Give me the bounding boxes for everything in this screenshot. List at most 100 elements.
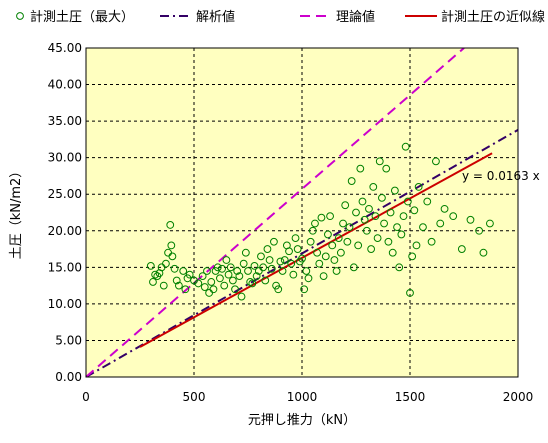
data-point: [432, 157, 440, 166]
data-point: [198, 272, 207, 281]
data-point: [220, 281, 229, 290]
data-point: [239, 259, 248, 268]
data-point: [388, 248, 397, 257]
grid: [86, 48, 518, 377]
x-tick-label: 0: [82, 390, 90, 404]
data-point: [218, 264, 226, 273]
data-point: [170, 264, 179, 273]
trendline-equation: y = 0.0163 x: [462, 169, 540, 183]
data-point: [423, 197, 432, 206]
legend-label: 理論値: [336, 9, 375, 25]
data-point: [406, 289, 414, 297]
data-point: [358, 197, 367, 206]
data-point: [399, 212, 408, 221]
data-point: [365, 204, 373, 213]
data-point: [291, 234, 300, 242]
data-point: [386, 208, 395, 217]
data-point: [172, 276, 181, 285]
data-point: [257, 252, 265, 261]
y-tick-label: 0.00: [55, 370, 82, 384]
data-point: [352, 208, 360, 217]
x-tick-label: 500: [183, 390, 206, 404]
data-point: [324, 230, 332, 239]
data-point: [336, 248, 345, 257]
data-point: [380, 219, 388, 228]
data-point: [486, 219, 494, 228]
data-point: [274, 285, 283, 294]
data-point: [194, 279, 203, 288]
data-point: [311, 219, 319, 228]
data-point: [231, 285, 239, 294]
data-point: [401, 142, 410, 151]
data-point: [427, 237, 436, 246]
data-point: [226, 263, 235, 272]
data-point: [151, 270, 160, 279]
data-point: [345, 223, 354, 232]
y-axis-ticks: 0.00 5.00 10.00 15.00 20.00 25.00 30.00 35.00 40…: [48, 41, 82, 384]
data-point: [235, 272, 244, 281]
data-point: [250, 261, 259, 270]
data-point: [166, 221, 175, 229]
data-point: [412, 241, 421, 250]
x-tick-label: 2000: [503, 390, 534, 404]
legend-label: 計測土圧の近似線: [441, 9, 545, 25]
y-tick-label: 30.00: [48, 151, 82, 165]
series-points: [146, 142, 494, 301]
data-point: [280, 256, 289, 264]
data-point: [326, 212, 334, 221]
data-point: [289, 270, 298, 279]
data-point: [332, 267, 341, 275]
legend: 計測土圧（最大） 解析値 理論値 計測土圧の近似線: [16, 9, 545, 25]
legend-marker: [16, 12, 24, 20]
series-lines: [86, 48, 518, 377]
data-point: [233, 267, 242, 275]
data-point: [306, 237, 315, 246]
data-point: [207, 278, 216, 286]
data-point: [375, 157, 384, 166]
data-point: [378, 193, 386, 202]
data-point: [237, 292, 246, 301]
data-point: [259, 263, 268, 272]
legend-label: 計測土圧（最大）: [30, 9, 134, 25]
data-point: [241, 248, 250, 257]
data-point: [285, 247, 293, 256]
data-point: [343, 237, 352, 246]
data-point: [179, 267, 188, 275]
data-point: [209, 285, 218, 294]
series-line-dashdot: [86, 129, 518, 377]
data-point: [369, 183, 378, 191]
data-point: [293, 245, 302, 253]
data-point: [276, 257, 285, 266]
x-tick-label: 1000: [287, 390, 318, 404]
data-point: [267, 264, 276, 273]
y-tick-label: 15.00: [48, 260, 82, 274]
legend-label: 解析値: [196, 9, 235, 25]
data-point: [203, 267, 211, 275]
data-point: [334, 234, 343, 242]
data-point: [457, 245, 466, 253]
data-point: [270, 237, 278, 246]
data-point: [341, 201, 350, 210]
series-line-solid: [139, 152, 493, 348]
data-point: [265, 256, 274, 264]
data-point: [313, 248, 322, 257]
data-point: [384, 237, 393, 246]
data-point: [287, 259, 296, 268]
data-point: [419, 223, 427, 232]
data-point: [317, 213, 326, 222]
data-point: [200, 283, 209, 291]
data-point: [403, 197, 412, 206]
data-point: [408, 252, 417, 261]
data-point: [373, 234, 382, 242]
data-point: [224, 270, 233, 279]
x-axis-title: 元押し推力（kN）: [248, 413, 356, 428]
data-point: [308, 226, 317, 235]
data-point: [185, 270, 194, 279]
data-point: [213, 263, 222, 272]
data-point: [248, 279, 257, 288]
data-point: [440, 204, 449, 213]
data-point: [319, 272, 328, 281]
data-point: [356, 164, 365, 173]
data-point: [300, 285, 309, 294]
